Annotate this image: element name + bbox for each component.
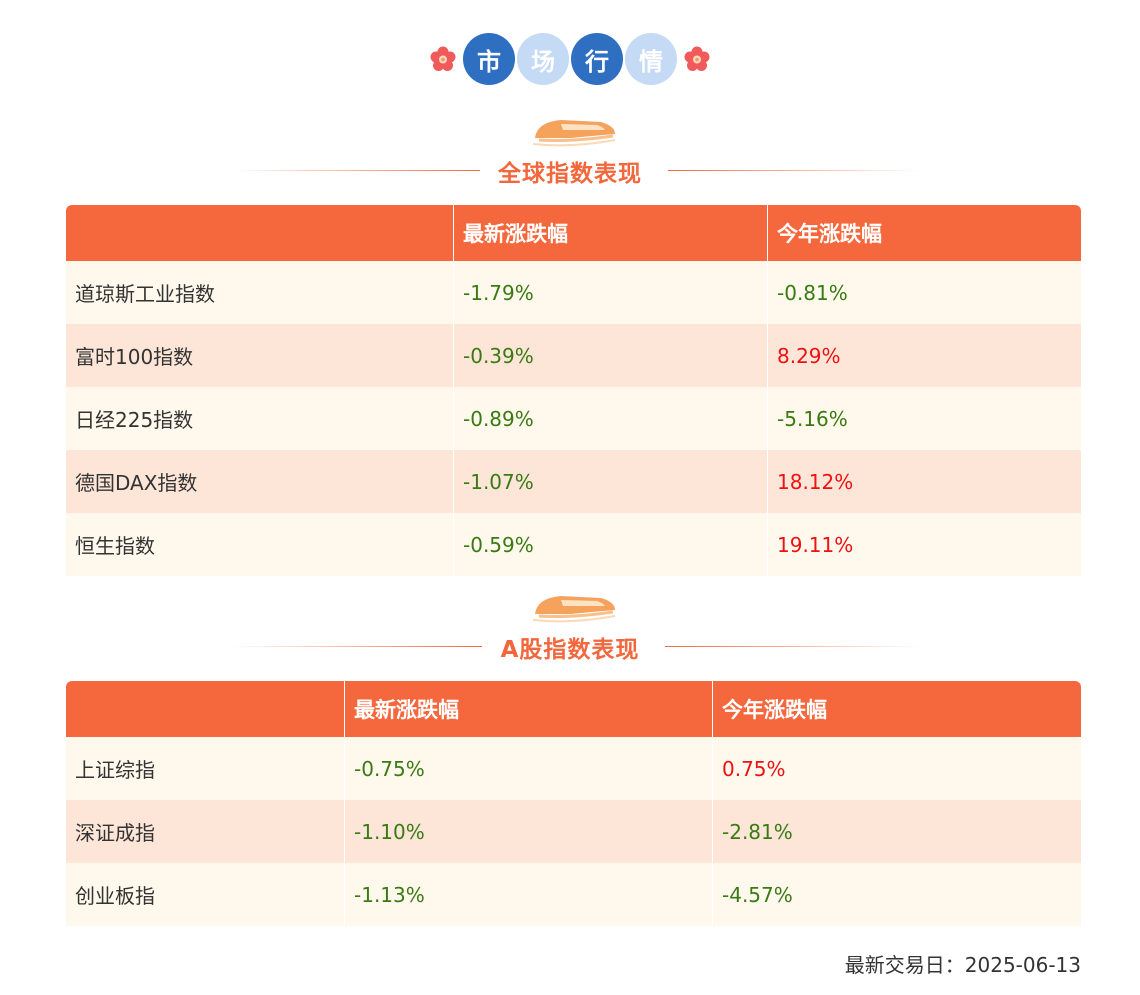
table-row: 上证综指 -0.75% 0.75% xyxy=(66,737,1081,800)
table-header-row: 最新涨跌幅 今年涨跌幅 xyxy=(66,681,1081,737)
table-row: 创业板指 -1.13% -4.57% xyxy=(66,863,1081,926)
global-index-table: 最新涨跌幅 今年涨跌幅 道琼斯工业指数 -1.79% -0.81% 富时100指… xyxy=(66,205,1081,576)
flower-icon xyxy=(430,46,456,71)
table-row: 富时100指数 -0.39% 8.29% xyxy=(66,324,1081,387)
column-header-ytd: 今年涨跌幅 xyxy=(722,698,827,722)
table-row: 深证成指 -1.10% -2.81% xyxy=(66,800,1081,863)
header-char-2: 场 xyxy=(517,33,569,85)
table-row: 德国DAX指数 -1.07% 18.12% xyxy=(66,450,1081,513)
index-name: 恒生指数 xyxy=(66,513,454,576)
column-header-ytd: 今年涨跌幅 xyxy=(777,222,882,246)
column-header-name xyxy=(66,205,454,261)
table-row: 恒生指数 -0.59% 19.11% xyxy=(66,513,1081,576)
latest-change: -1.07% xyxy=(454,450,768,513)
index-name: 德国DAX指数 xyxy=(66,450,454,513)
last-trading-day-label: 最新交易日： xyxy=(844,953,965,977)
ytd-change: 0.75% xyxy=(722,756,786,781)
latest-change: -0.39% xyxy=(454,324,768,387)
train-icon xyxy=(532,120,616,147)
ashare-section-title: A股指数表现 xyxy=(500,637,640,663)
page-header: 市 场 行 情 xyxy=(0,33,1140,85)
latest-change: -0.89% xyxy=(454,387,768,450)
table-row: 日经225指数 -0.89% -5.16% xyxy=(66,387,1081,450)
title-divider-right xyxy=(665,646,920,647)
latest-change: -1.79% xyxy=(454,261,768,324)
table-row: 道琼斯工业指数 -1.79% -0.81% xyxy=(66,261,1081,324)
index-name: 创业板指 xyxy=(66,863,345,926)
title-divider-left xyxy=(230,170,480,171)
latest-change: -1.13% xyxy=(345,863,713,926)
column-header-name xyxy=(66,681,345,737)
ytd-change: 19.11% xyxy=(777,532,854,557)
ytd-change: -2.81% xyxy=(722,819,793,844)
table-header-row: 最新涨跌幅 今年涨跌幅 xyxy=(66,205,1081,261)
title-divider-right xyxy=(668,170,920,171)
ytd-change: -5.16% xyxy=(777,406,848,431)
ytd-change: -4.57% xyxy=(722,882,793,907)
title-divider-left xyxy=(230,646,482,647)
latest-change: -1.10% xyxy=(345,800,713,863)
latest-change: -0.75% xyxy=(345,737,713,800)
ashare-index-table: 最新涨跌幅 今年涨跌幅 上证综指 -0.75% 0.75% 深证成指 -1.10… xyxy=(66,681,1081,926)
header-char-1: 市 xyxy=(463,33,515,85)
global-section-heading: 全球指数表现 xyxy=(0,112,1140,202)
header-char-3: 行 xyxy=(571,33,623,85)
index-name: 上证综指 xyxy=(66,737,345,800)
index-name: 深证成指 xyxy=(66,800,345,863)
column-header-latest: 最新涨跌幅 xyxy=(454,205,768,261)
ashare-section-heading: A股指数表现 xyxy=(0,588,1140,678)
train-icon xyxy=(532,596,616,623)
header-char-4: 情 xyxy=(625,33,677,85)
last-trading-day: 最新交易日：2025-06-13 xyxy=(845,949,1081,978)
column-header-latest: 最新涨跌幅 xyxy=(345,681,713,737)
last-trading-day-date: 2025-06-13 xyxy=(964,953,1081,977)
index-name: 道琼斯工业指数 xyxy=(66,261,454,324)
index-name: 日经225指数 xyxy=(66,387,454,450)
ytd-change: 18.12% xyxy=(777,469,854,494)
ytd-change: 8.29% xyxy=(777,343,841,368)
index-name: 富时100指数 xyxy=(66,324,454,387)
latest-change: -0.59% xyxy=(454,513,768,576)
global-section-title: 全球指数表现 xyxy=(498,161,642,187)
ytd-change: -0.81% xyxy=(777,280,848,305)
flower-icon xyxy=(684,46,710,71)
